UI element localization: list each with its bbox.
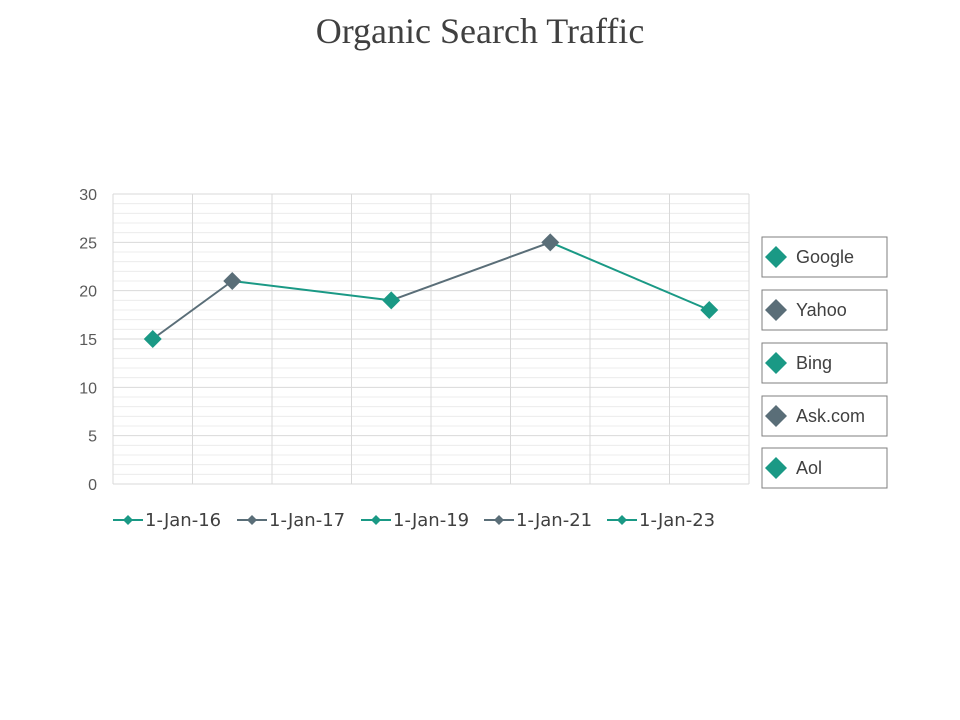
series-legend-label: 1-Jan-23 bbox=[639, 510, 715, 531]
series-legend-marker bbox=[247, 515, 257, 525]
data-point-marker bbox=[541, 233, 560, 252]
series-line-segment bbox=[232, 280, 392, 302]
series-line-segment bbox=[549, 241, 710, 311]
series-legend-label: 1-Jan-21 bbox=[516, 510, 592, 531]
y-tick-label: 20 bbox=[79, 284, 97, 301]
series-line-group bbox=[143, 233, 719, 348]
series-legend-marker bbox=[123, 515, 133, 525]
series-legend-label: 1-Jan-17 bbox=[269, 510, 345, 531]
y-tick-label: 10 bbox=[79, 380, 97, 397]
data-point-marker bbox=[382, 291, 401, 310]
grid bbox=[112, 193, 750, 485]
series-legend-marker bbox=[494, 515, 504, 525]
data-point-marker bbox=[223, 272, 242, 290]
series-legend: 1-Jan-16 1-Jan-17 1-Jan-19 1-Jan-21 1-Jan-23 bbox=[113, 510, 715, 531]
category-legend: Google Yahoo Bing Ask.com Aol bbox=[761, 236, 888, 489]
legend-diamond-icon bbox=[765, 299, 787, 321]
y-tick-label: 0 bbox=[88, 477, 97, 494]
legend-diamond-icon bbox=[765, 246, 787, 268]
chart-title: Organic Search Traffic bbox=[315, 11, 645, 51]
legend-label-ask-com: Ask.com bbox=[796, 406, 865, 426]
data-point-marker bbox=[700, 301, 719, 319]
legend-label-yahoo: Yahoo bbox=[796, 300, 847, 320]
series-line-segment bbox=[390, 241, 551, 302]
y-axis-ticks: 0 5 10 15 20 25 30 bbox=[79, 187, 97, 494]
legend-diamond-icon bbox=[765, 405, 787, 427]
y-tick-label: 15 bbox=[79, 332, 97, 349]
y-tick-label: 25 bbox=[79, 235, 97, 252]
legend-diamond-icon bbox=[765, 457, 787, 479]
legend-label-bing: Bing bbox=[796, 353, 832, 373]
legend-label-aol: Aol bbox=[796, 458, 822, 478]
data-point-marker bbox=[143, 330, 162, 348]
legend-label-google: Google bbox=[796, 247, 854, 267]
series-legend-marker bbox=[371, 515, 381, 525]
series-line-segment bbox=[152, 280, 233, 340]
series-legend-label: 1-Jan-19 bbox=[393, 510, 469, 531]
legend-diamond-icon bbox=[765, 352, 787, 374]
series-legend-marker bbox=[617, 515, 627, 525]
series-legend-label: 1-Jan-16 bbox=[145, 510, 221, 531]
y-tick-label: 30 bbox=[79, 187, 97, 204]
y-tick-label: 5 bbox=[88, 429, 97, 446]
